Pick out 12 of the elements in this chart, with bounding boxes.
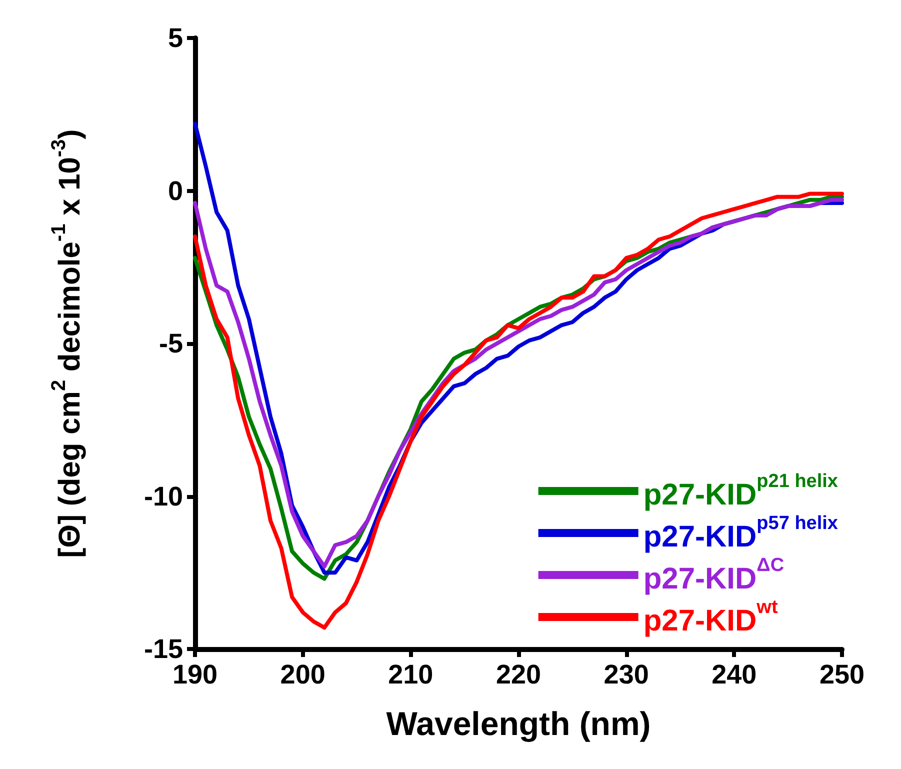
y-tick-label: -5 xyxy=(158,328,183,358)
x-axis-title: Wavelength (nm) xyxy=(386,705,651,742)
y-tick-label: -10 xyxy=(144,481,183,512)
x-tick-label: 250 xyxy=(819,660,865,690)
y-tick-label: 0 xyxy=(168,176,183,206)
x-tick-label: 200 xyxy=(280,660,326,690)
x-tick-label: 240 xyxy=(712,660,757,690)
x-tick-label: 230 xyxy=(604,660,649,690)
x-tick-label: 220 xyxy=(496,660,542,690)
x-tick-label: 210 xyxy=(388,660,434,690)
y-axis-title: [Θ] (deg cm2 decimole-1 x 10-3) xyxy=(48,129,86,558)
y-tick-label: 5 xyxy=(168,23,183,53)
